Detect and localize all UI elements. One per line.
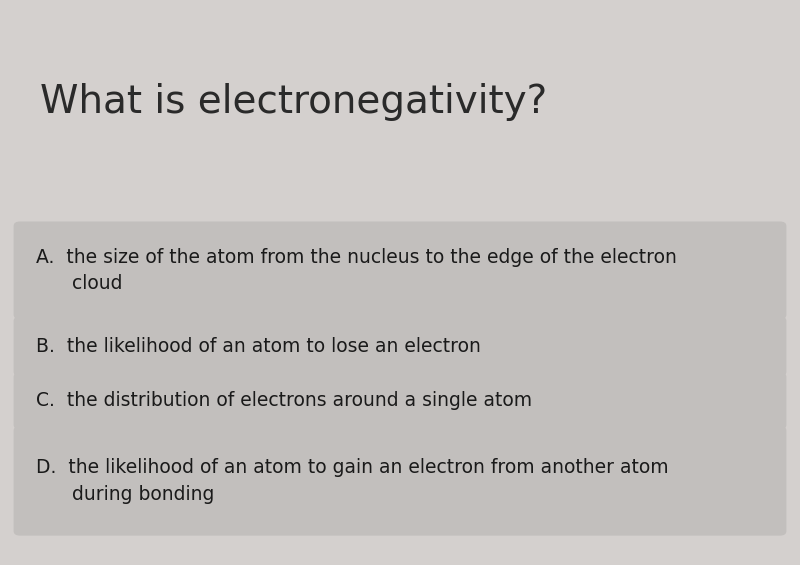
Text: D.  the likelihood of an atom to gain an electron from another atom
      during: D. the likelihood of an atom to gain an … [36, 458, 669, 503]
FancyBboxPatch shape [14, 426, 786, 536]
FancyBboxPatch shape [14, 316, 786, 376]
FancyBboxPatch shape [14, 372, 786, 429]
Text: What is electronegativity?: What is electronegativity? [40, 82, 547, 121]
Text: B.  the likelihood of an atom to lose an electron: B. the likelihood of an atom to lose an … [36, 337, 481, 356]
Text: A.  the size of the atom from the nucleus to the edge of the electron
      clou: A. the size of the atom from the nucleus… [36, 247, 677, 293]
FancyBboxPatch shape [14, 221, 786, 319]
Text: C.  the distribution of electrons around a single atom: C. the distribution of electrons around … [36, 392, 532, 410]
